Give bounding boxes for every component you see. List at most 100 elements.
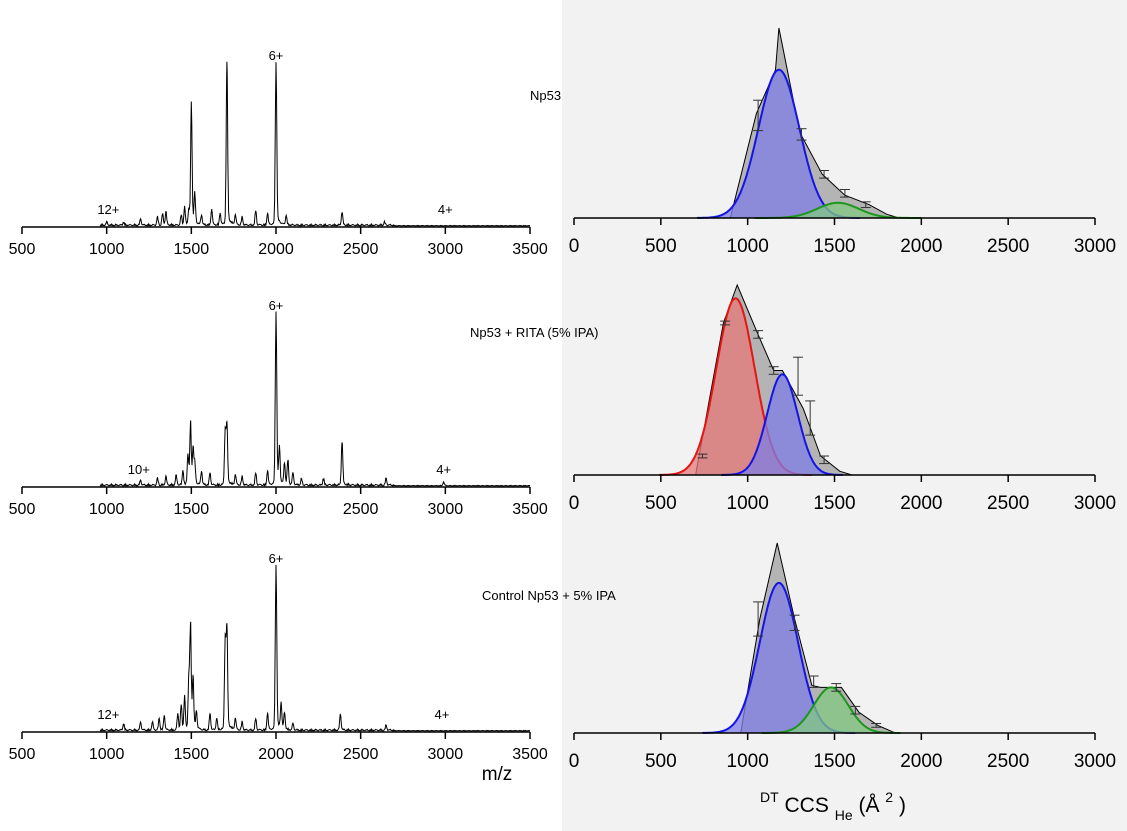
gaussian-blue-area (702, 582, 856, 733)
x-axis-label-ccs-unit-sup: 2 (885, 789, 893, 805)
ms-x-tick-label: 2500 (343, 501, 379, 518)
error-bar (805, 400, 816, 436)
error-bar (796, 128, 807, 141)
condition-label: Np53 (530, 88, 561, 103)
ms-x-tick-label: 1500 (174, 746, 210, 763)
panels: 500 1000 1500 2000 2500 3000 3500 12+ 6+ 4+ 0 500 10… (9, 27, 1116, 772)
ms-x-tick-label: 1500 (174, 501, 210, 518)
ms-x-tick-label: 3000 (428, 746, 464, 763)
ccs-x-tick-label: 3000 (1074, 236, 1116, 257)
ccs-x-tick-label: 1500 (813, 236, 855, 257)
ms-x-tick-label: 1000 (89, 746, 125, 763)
ms-x-tick-label: 500 (9, 501, 36, 518)
charge-state-label: 4+ (438, 202, 453, 217)
ms-x-tick-label: 2000 (258, 241, 294, 258)
ccs-x-tick-label: 1500 (813, 751, 855, 772)
ms-x-tick-label: 1000 (89, 501, 125, 518)
error-bar (753, 99, 764, 132)
error-bar (831, 683, 842, 692)
mass-spectrum-panel-2: 500 1000 1500 2000 2500 3000 3500 10+ 6+ 4+ (9, 298, 548, 518)
ccs-x-tick-label: 500 (645, 751, 677, 772)
ms-x-tick-label: 3500 (512, 746, 548, 763)
error-bar (793, 356, 804, 396)
ms-x-tick-label: 500 (9, 746, 36, 763)
ccs-x-tick-label: 2500 (987, 751, 1029, 772)
error-bar (768, 366, 779, 375)
error-bar (850, 705, 861, 715)
ccs-x-tick-label: 500 (645, 236, 677, 257)
ms-trace (99, 311, 530, 488)
error-bar (871, 723, 882, 728)
ccs-x-tick-label: 2000 (900, 493, 942, 514)
error-bar (753, 601, 764, 637)
ccs-x-tick-label: 2000 (900, 236, 942, 257)
ccs-x-tick-label: 0 (569, 751, 580, 772)
ccs-x-tick-label: 3000 (1074, 493, 1116, 514)
error-bar (860, 201, 871, 209)
condition-label: Np53 + RITA (5% IPA) (470, 325, 598, 340)
gaussian-green-area (761, 687, 901, 733)
ms-x-tick-label: 3000 (428, 241, 464, 258)
gaussian-green-area (754, 202, 922, 218)
ccs-x-tick-label: 3000 (1074, 751, 1116, 772)
x-axis-label-mz: m/z (482, 764, 513, 785)
ccs-x-tick-label: 1000 (727, 751, 769, 772)
x-axis-label-ccs-unit: (Å (858, 794, 879, 817)
ccs-x-tick-label: 2500 (987, 236, 1029, 257)
ccs-x-tick-label: 500 (645, 493, 677, 514)
x-axis-label-ccs-sup: DT (760, 789, 779, 805)
gaussian-red-area (659, 298, 812, 475)
ccs-panel-2: 0 500 1000 1500 2000 2500 3000 Np53 + RITA (5% … (470, 283, 1116, 514)
ccs-x-tick-label: 1000 (727, 493, 769, 514)
mass-spectrum-panel-3: 500 1000 1500 2000 2500 3000 3500 12+ 6+ 4+ (9, 551, 548, 763)
gaussian-blue-line (721, 373, 843, 476)
ms-trace (99, 564, 530, 733)
error-bar (697, 453, 708, 459)
ms-x-tick-label: 2500 (343, 746, 379, 763)
charge-state-label: 6+ (269, 298, 284, 313)
ccs-x-tick-label: 1500 (813, 493, 855, 514)
ms-x-tick-label: 2500 (343, 241, 379, 258)
ms-x-tick-label: 2000 (258, 746, 294, 763)
error-bar (819, 170, 830, 179)
ccs-x-tick-label: 1000 (727, 236, 769, 257)
x-axis-label-ccs-unit-close: ) (899, 794, 906, 817)
ccs-panel-3: 0 500 1000 1500 2000 2500 3000 Control Np53 + 5… (482, 542, 1116, 772)
gaussian-blue-area (721, 374, 844, 475)
ms-x-tick-label: 2000 (258, 501, 294, 518)
ccs-panel-1: 0 500 1000 1500 2000 2500 3000 Np53 (530, 27, 1116, 257)
error-bar (753, 330, 764, 339)
charge-state-label: 6+ (269, 551, 284, 566)
ccs-x-tick-label: 0 (569, 236, 580, 257)
x-axis-label-ccs-main: CCS (785, 794, 829, 817)
ccs-x-tick-label: 2000 (900, 751, 942, 772)
charge-state-label: 4+ (435, 707, 450, 722)
error-bar (839, 189, 850, 198)
error-bar (720, 320, 731, 326)
ms-x-tick-label: 3000 (428, 501, 464, 518)
charge-state-label: 6+ (269, 48, 284, 63)
error-bar (819, 455, 830, 465)
charge-state-label: 10+ (128, 462, 150, 477)
ms-x-tick-label: 500 (9, 241, 36, 258)
ms-x-tick-label: 1500 (174, 241, 210, 258)
ms-x-tick-label: 3500 (512, 241, 548, 258)
ms-x-tick-label: 1000 (89, 241, 125, 258)
x-axis-label-ccs: DT CCS He (Å 2 ) (760, 784, 906, 825)
ms-trace (99, 61, 530, 228)
charge-state-label: 12+ (97, 707, 119, 722)
ccs-x-tick-label: 2500 (987, 493, 1029, 514)
x-axis-label-ccs-sub: He (835, 807, 853, 823)
charge-state-label: 4+ (436, 462, 451, 477)
ms-x-tick-label: 3500 (512, 501, 548, 518)
charge-state-label: 12+ (97, 202, 119, 217)
condition-label: Control Np53 + 5% IPA (482, 588, 616, 603)
error-bar (808, 675, 819, 688)
error-bar (789, 614, 800, 631)
ccs-x-tick-label: 0 (569, 493, 580, 514)
gaussian-green-line (761, 686, 901, 734)
gaussian-blue-area (696, 69, 861, 218)
mass-spectrum-panel-1: 500 1000 1500 2000 2500 3000 3500 12+ 6+ 4+ (9, 48, 548, 258)
